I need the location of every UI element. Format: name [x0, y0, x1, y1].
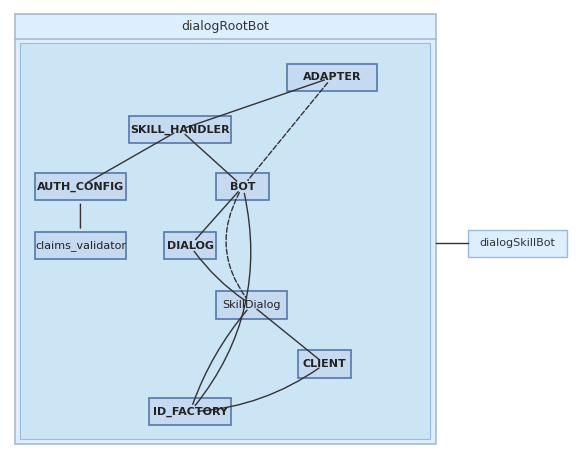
Text: DIALOG: DIALOG — [167, 241, 214, 251]
FancyArrowPatch shape — [198, 368, 319, 411]
Bar — [20, 43, 430, 439]
Text: dialogRootBot: dialogRootBot — [181, 20, 269, 33]
FancyArrowPatch shape — [248, 83, 328, 180]
FancyArrowPatch shape — [194, 251, 245, 300]
Bar — [35, 232, 126, 259]
Text: claims_validator: claims_validator — [35, 240, 126, 251]
Bar — [129, 116, 231, 143]
Text: AUTH_CONFIG: AUTH_CONFIG — [37, 182, 124, 192]
Bar — [15, 14, 436, 444]
FancyArrowPatch shape — [187, 80, 324, 127]
FancyArrowPatch shape — [195, 193, 251, 405]
Bar — [35, 173, 126, 200]
Text: ADAPTER: ADAPTER — [303, 72, 362, 82]
FancyArrowPatch shape — [88, 133, 174, 182]
FancyArrowPatch shape — [195, 192, 238, 239]
Bar — [216, 173, 269, 200]
Bar — [298, 350, 351, 378]
FancyArrowPatch shape — [257, 309, 318, 359]
FancyArrowPatch shape — [193, 310, 247, 404]
Bar — [164, 232, 216, 259]
Text: CLIENT: CLIENT — [303, 359, 346, 369]
Text: BOT: BOT — [230, 182, 256, 192]
Text: dialogSkillBot: dialogSkillBot — [480, 238, 556, 248]
FancyArrowPatch shape — [185, 134, 236, 181]
FancyArrowPatch shape — [226, 192, 246, 298]
Text: ID_FACTORY: ID_FACTORY — [153, 407, 228, 417]
Bar — [287, 64, 377, 91]
Bar — [149, 398, 231, 425]
Text: SKILL_HANDLER: SKILL_HANDLER — [130, 125, 230, 135]
Bar — [216, 291, 287, 318]
Text: SkillDialog: SkillDialog — [222, 300, 281, 310]
Bar — [468, 230, 567, 257]
